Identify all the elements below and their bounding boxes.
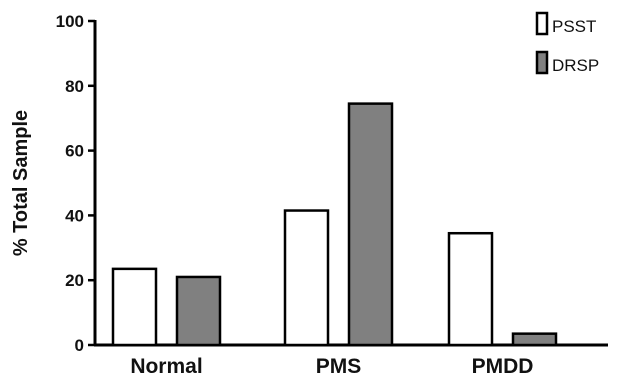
- legend: PSST DRSP: [535, 11, 599, 75]
- bar-drsp-normal: [175, 275, 222, 347]
- y-tick-label: 80: [65, 77, 84, 96]
- x-category-label: PMS: [316, 355, 362, 375]
- legend-swatch: [535, 50, 549, 75]
- bar-psst-normal: [111, 267, 158, 347]
- x-axis-categories: Normal PMS PMDD: [130, 355, 533, 375]
- y-tick-label: 20: [65, 271, 84, 290]
- y-tick-label: 100: [56, 12, 84, 31]
- y-axis-label: % Total Sample: [10, 110, 32, 256]
- y-tick-label: 40: [65, 206, 84, 225]
- bar-psst-pms: [283, 209, 330, 347]
- y-axis-ticks: 0 20 40 60 80 100: [56, 12, 95, 355]
- x-category-label: Normal: [130, 355, 202, 375]
- y-tick-label: 60: [65, 142, 84, 161]
- legend-label: PSST: [552, 17, 596, 36]
- legend-swatch: [535, 11, 549, 36]
- x-category-label: PMDD: [472, 355, 534, 375]
- y-tick-label: 0: [75, 336, 84, 355]
- bar-psst-pmdd: [447, 231, 494, 347]
- legend-label: DRSP: [552, 56, 599, 75]
- bar-drsp-pms: [347, 102, 394, 347]
- bars: [111, 102, 558, 347]
- bar-drsp-pmdd: [511, 332, 558, 347]
